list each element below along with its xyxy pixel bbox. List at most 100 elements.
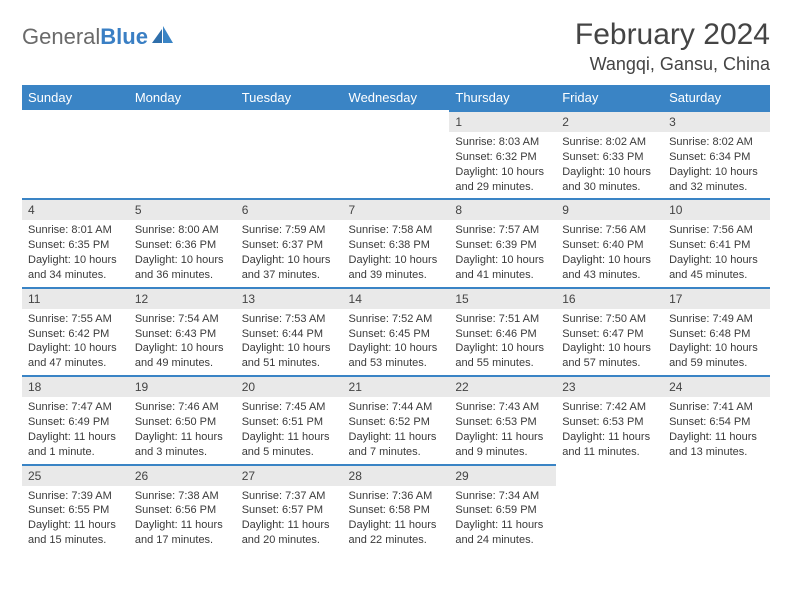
day-number: 22 (449, 375, 556, 397)
daylight-text: Daylight: 10 hours and 29 minutes. (455, 165, 550, 195)
day-number: 26 (129, 464, 236, 486)
sunrise-text: Sunrise: 7:54 AM (135, 312, 230, 327)
sunset-text: Sunset: 6:36 PM (135, 238, 230, 253)
calendar-week: 4Sunrise: 8:01 AMSunset: 6:35 PMDaylight… (22, 198, 770, 286)
sunset-text: Sunset: 6:59 PM (455, 503, 550, 518)
day-body: Sunrise: 7:47 AMSunset: 6:49 PMDaylight:… (22, 397, 129, 463)
day-body: Sunrise: 7:55 AMSunset: 6:42 PMDaylight:… (22, 309, 129, 375)
day-number: 28 (343, 464, 450, 486)
sunset-text: Sunset: 6:54 PM (669, 415, 764, 430)
sunset-text: Sunset: 6:53 PM (455, 415, 550, 430)
day-body: Sunrise: 7:56 AMSunset: 6:41 PMDaylight:… (663, 220, 770, 286)
day-body: Sunrise: 7:57 AMSunset: 6:39 PMDaylight:… (449, 220, 556, 286)
daylight-text: Daylight: 11 hours and 11 minutes. (562, 430, 657, 460)
calendar-week: 11Sunrise: 7:55 AMSunset: 6:42 PMDayligh… (22, 287, 770, 375)
calendar-day: 29Sunrise: 7:34 AMSunset: 6:59 PMDayligh… (449, 464, 556, 552)
sunrise-text: Sunrise: 7:55 AM (28, 312, 123, 327)
sunrise-text: Sunrise: 7:39 AM (28, 489, 123, 504)
logo-word-general: General (22, 24, 100, 49)
sunset-text: Sunset: 6:53 PM (562, 415, 657, 430)
calendar-day: 27Sunrise: 7:37 AMSunset: 6:57 PMDayligh… (236, 464, 343, 552)
daylight-text: Daylight: 10 hours and 57 minutes. (562, 341, 657, 371)
daylight-text: Daylight: 11 hours and 9 minutes. (455, 430, 550, 460)
calendar-day: 7Sunrise: 7:58 AMSunset: 6:38 PMDaylight… (343, 198, 450, 286)
daylight-text: Daylight: 10 hours and 37 minutes. (242, 253, 337, 283)
sunset-text: Sunset: 6:58 PM (349, 503, 444, 518)
daylight-text: Daylight: 10 hours and 43 minutes. (562, 253, 657, 283)
sunset-text: Sunset: 6:34 PM (669, 150, 764, 165)
sunrise-text: Sunrise: 7:49 AM (669, 312, 764, 327)
daylight-text: Daylight: 10 hours and 41 minutes. (455, 253, 550, 283)
sunset-text: Sunset: 6:39 PM (455, 238, 550, 253)
weekday-header: Friday (556, 85, 663, 110)
sunset-text: Sunset: 6:44 PM (242, 327, 337, 342)
weekday-header: Monday (129, 85, 236, 110)
calendar-day-empty (129, 110, 236, 198)
sunrise-text: Sunrise: 7:43 AM (455, 400, 550, 415)
daylight-text: Daylight: 11 hours and 1 minute. (28, 430, 123, 460)
calendar-day: 1Sunrise: 8:03 AMSunset: 6:32 PMDaylight… (449, 110, 556, 198)
sunrise-text: Sunrise: 7:50 AM (562, 312, 657, 327)
day-body: Sunrise: 8:02 AMSunset: 6:34 PMDaylight:… (663, 132, 770, 198)
sunset-text: Sunset: 6:56 PM (135, 503, 230, 518)
calendar-day: 16Sunrise: 7:50 AMSunset: 6:47 PMDayligh… (556, 287, 663, 375)
sunrise-text: Sunrise: 8:00 AM (135, 223, 230, 238)
day-number: 16 (556, 287, 663, 309)
daylight-text: Daylight: 11 hours and 7 minutes. (349, 430, 444, 460)
calendar-day: 9Sunrise: 7:56 AMSunset: 6:40 PMDaylight… (556, 198, 663, 286)
calendar-day: 22 Sunrise: 7:43 AMSunset: 6:53 PMDayligh… (449, 375, 556, 463)
sunset-text: Sunset: 6:57 PM (242, 503, 337, 518)
calendar-day-empty (343, 110, 450, 198)
calendar-day: 14Sunrise: 7:52 AMSunset: 6:45 PMDayligh… (343, 287, 450, 375)
sunrise-text: Sunrise: 7:46 AM (135, 400, 230, 415)
daylight-text: Daylight: 10 hours and 36 minutes. (135, 253, 230, 283)
sunrise-text: Sunrise: 8:01 AM (28, 223, 123, 238)
location-label: Wangqi, Gansu, China (575, 54, 770, 75)
daylight-text: Daylight: 10 hours and 53 minutes. (349, 341, 444, 371)
day-body: Sunrise: 8:00 AMSunset: 6:36 PMDaylight:… (129, 220, 236, 286)
daylight-text: Daylight: 10 hours and 32 minutes. (669, 165, 764, 195)
weekday-row: SundayMondayTuesdayWednesdayThursdayFrid… (22, 85, 770, 110)
day-body: Sunrise: 7:51 AMSunset: 6:46 PMDaylight:… (449, 309, 556, 375)
sunset-text: Sunset: 6:48 PM (669, 327, 764, 342)
day-body: Sunrise: 7:41 AMSunset: 6:54 PMDaylight:… (663, 397, 770, 463)
sunset-text: Sunset: 6:52 PM (349, 415, 444, 430)
calendar-day: 23Sunrise: 7:42 AMSunset: 6:53 PMDayligh… (556, 375, 663, 463)
calendar-body: 1Sunrise: 8:03 AMSunset: 6:32 PMDaylight… (22, 110, 770, 552)
weekday-header: Thursday (449, 85, 556, 110)
day-number: 8 (449, 198, 556, 220)
daylight-text: Daylight: 11 hours and 3 minutes. (135, 430, 230, 460)
sunset-text: Sunset: 6:40 PM (562, 238, 657, 253)
day-number: 25 (22, 464, 129, 486)
logo: GeneralBlue (22, 18, 174, 50)
day-number: 3 (663, 110, 770, 132)
day-number: 24 (663, 375, 770, 397)
sunrise-text: Sunrise: 7:36 AM (349, 489, 444, 504)
sunrise-text: Sunrise: 7:42 AM (562, 400, 657, 415)
sunrise-text: Sunrise: 7:57 AM (455, 223, 550, 238)
day-body: Sunrise: 8:02 AMSunset: 6:33 PMDaylight:… (556, 132, 663, 198)
day-body: Sunrise: 7:49 AMSunset: 6:48 PMDaylight:… (663, 309, 770, 375)
sunset-text: Sunset: 6:38 PM (349, 238, 444, 253)
day-number: 20 (236, 375, 343, 397)
calendar-day: 20Sunrise: 7:45 AMSunset: 6:51 PMDayligh… (236, 375, 343, 463)
day-body: Sunrise: 7:46 AMSunset: 6:50 PMDaylight:… (129, 397, 236, 463)
day-number: 21 (343, 375, 450, 397)
daylight-text: Daylight: 10 hours and 34 minutes. (28, 253, 123, 283)
day-number: 4 (22, 198, 129, 220)
sunrise-text: Sunrise: 7:52 AM (349, 312, 444, 327)
calendar-week: 1Sunrise: 8:03 AMSunset: 6:32 PMDaylight… (22, 110, 770, 198)
day-number: 29 (449, 464, 556, 486)
calendar-day: 10Sunrise: 7:56 AMSunset: 6:41 PMDayligh… (663, 198, 770, 286)
day-body: Sunrise: 7:52 AMSunset: 6:45 PMDaylight:… (343, 309, 450, 375)
calendar-day: 8Sunrise: 7:57 AMSunset: 6:39 PMDaylight… (449, 198, 556, 286)
day-number: 17 (663, 287, 770, 309)
calendar-day: 19Sunrise: 7:46 AMSunset: 6:50 PMDayligh… (129, 375, 236, 463)
day-number: 15 (449, 287, 556, 309)
weekday-header: Tuesday (236, 85, 343, 110)
calendar-week: 18Sunrise: 7:47 AMSunset: 6:49 PMDayligh… (22, 375, 770, 463)
daylight-text: Daylight: 10 hours and 55 minutes. (455, 341, 550, 371)
sunset-text: Sunset: 6:50 PM (135, 415, 230, 430)
calendar-day-empty (236, 110, 343, 198)
calendar-day: 17Sunrise: 7:49 AMSunset: 6:48 PMDayligh… (663, 287, 770, 375)
